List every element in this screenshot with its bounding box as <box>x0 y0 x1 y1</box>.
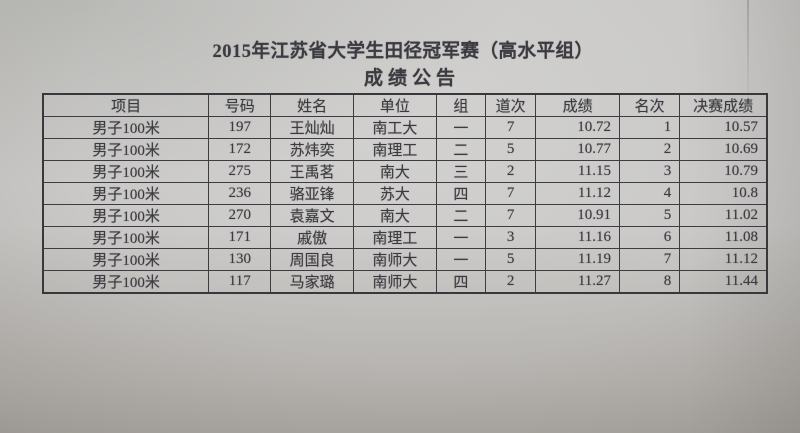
cell-final-result: 10.57 <box>679 116 768 139</box>
cell-place: 6 <box>619 226 681 249</box>
cell-event: 男子100米 <box>42 138 210 161</box>
cell-result: 10.91 <box>535 204 621 227</box>
table-row: 男子100米 270 袁嘉文 南大二 7 10.91 5 11.02 <box>42 204 768 227</box>
cell-team: 南理工 <box>352 138 437 161</box>
header-cell-event: 项目 <box>42 93 210 117</box>
cell-event: 男子100米 <box>42 204 210 227</box>
cell-lane: 7 <box>484 204 537 227</box>
cell-name: 袁嘉文 <box>270 204 354 227</box>
cell-lane: 5 <box>484 248 537 271</box>
cell-bib: 117 <box>208 270 272 294</box>
cell-place: 1 <box>619 116 681 139</box>
cell-final-result: 10.8 <box>679 182 768 205</box>
header-cell-team: 单位 <box>352 93 437 117</box>
cell-result: 11.15 <box>535 160 621 183</box>
page-title: 2015年江苏省大学生田径冠军赛（高水平组） <box>212 42 594 62</box>
cell-name: 马家璐 <box>270 270 354 294</box>
paper-edge-shadow <box>747 0 749 115</box>
cell-lane: 2 <box>484 270 537 294</box>
table-row: 男子100米 197 王灿灿 南工大一 7 10.72 1 10.57 <box>42 116 768 139</box>
cell-lane: 7 <box>484 182 537 205</box>
cell-name: 戚傲 <box>270 226 354 249</box>
cell-bib: 270 <box>208 204 272 227</box>
page-subtitle: 成绩公告 <box>363 68 460 89</box>
header-cell-heat: 组 <box>435 93 486 117</box>
cell-name: 周国良 <box>270 248 354 271</box>
header-cell-final-result: 决赛成绩 <box>679 93 768 117</box>
header-cell-result: 成绩 <box>535 93 621 117</box>
header-row: 项目 号码 姓名 单位组道次 成绩 名次 决赛成绩 <box>42 93 768 117</box>
cell-final-result: 11.12 <box>679 248 768 271</box>
cell-name: 苏炜奕 <box>270 138 354 161</box>
table-row: 男子100米 172 苏炜奕 南理工二 5 10.77 2 10.69 <box>42 138 768 161</box>
cell-team: 南师大 <box>352 248 437 271</box>
cell-place: 4 <box>619 182 681 205</box>
cell-bib: 130 <box>208 248 272 271</box>
table-row: 男子100米 171 戚傲 南理工一 3 11.16 6 11.08 <box>42 226 768 249</box>
table-row: 男子100米 130 周国良 南师大一 5 11.19 7 11.12 <box>42 248 768 271</box>
cell-team: 南师大 <box>352 270 437 294</box>
table-row: 男子100米 236 骆亚锋 苏大四 7 11.12 4 10.8 <box>42 182 768 205</box>
results-table: 项目 号码 姓名 单位组道次 成绩 名次 决赛成绩 男子100米 197 王灿灿 南工大一 7 10.… <box>42 93 768 294</box>
cell-bib: 171 <box>208 226 272 249</box>
header-cell-lane: 道次 <box>484 93 537 117</box>
cell-bib: 197 <box>208 116 272 139</box>
cell-final-result: 10.69 <box>679 138 768 161</box>
cell-place: 7 <box>619 248 681 271</box>
cell-team: 南大 <box>352 160 437 183</box>
cell-event: 男子100米 <box>42 270 210 294</box>
cell-result: 11.12 <box>535 182 621 205</box>
cell-name: 骆亚锋 <box>270 182 354 205</box>
cell-result: 10.77 <box>535 138 621 161</box>
cell-event: 男子100米 <box>42 116 210 139</box>
header-cell-bib: 号码 <box>208 93 272 117</box>
cell-team: 南理工 <box>352 226 437 249</box>
cell-heat: 二 <box>435 138 486 161</box>
cell-event: 男子100米 <box>42 160 210 183</box>
cell-event: 男子100米 <box>42 226 210 249</box>
cell-bib: 172 <box>208 138 272 161</box>
cell-event: 男子100米 <box>42 248 210 271</box>
cell-team: 南工大 <box>352 116 437 139</box>
cell-bib: 275 <box>208 160 272 183</box>
cell-heat: 四 <box>435 270 486 294</box>
cell-final-result: 11.08 <box>679 226 768 249</box>
cell-heat: 一 <box>435 116 486 139</box>
cell-lane: 3 <box>484 226 537 249</box>
cell-event: 男子100米 <box>42 182 210 205</box>
header-cell-place: 名次 <box>619 93 681 117</box>
cell-team: 南大 <box>352 204 437 227</box>
cell-result: 10.72 <box>535 116 621 139</box>
cell-place: 3 <box>619 160 681 183</box>
cell-heat: 一 <box>435 248 486 271</box>
cell-place: 2 <box>619 138 681 161</box>
cell-heat: 一 <box>435 226 486 249</box>
cell-lane: 2 <box>484 160 537 183</box>
cell-name: 王禹茗 <box>270 160 354 183</box>
cell-lane: 7 <box>484 116 537 139</box>
cell-lane: 5 <box>484 138 537 161</box>
cell-result: 11.16 <box>535 226 621 249</box>
cell-heat: 四 <box>435 182 486 205</box>
cell-heat: 三 <box>435 160 486 183</box>
cell-name: 王灿灿 <box>270 116 354 139</box>
cell-heat: 二 <box>435 204 486 227</box>
table-row: 男子100米 117 马家璐 南师大四 2 11.27 8 11.44 <box>42 270 768 294</box>
cell-team: 苏大 <box>352 182 437 205</box>
cell-place: 8 <box>619 270 681 294</box>
cell-bib: 236 <box>208 182 272 205</box>
header-cell-name: 姓名 <box>270 93 354 117</box>
table-body: 男子100米 197 王灿灿 南工大一 7 10.72 1 10.57 男子100米 172 苏炜奕… <box>42 116 768 294</box>
cell-result: 11.19 <box>535 248 621 271</box>
cell-place: 5 <box>619 204 681 227</box>
cell-final-result: 11.44 <box>679 270 768 294</box>
table-header: 项目 号码 姓名 单位组道次 成绩 名次 决赛成绩 <box>42 93 768 117</box>
cell-final-result: 10.79 <box>679 160 768 183</box>
cell-result: 11.27 <box>535 270 621 294</box>
table-row: 男子100米 275 王禹茗 南大三 2 11.15 3 10.79 <box>42 160 768 183</box>
cell-final-result: 11.02 <box>679 204 768 227</box>
